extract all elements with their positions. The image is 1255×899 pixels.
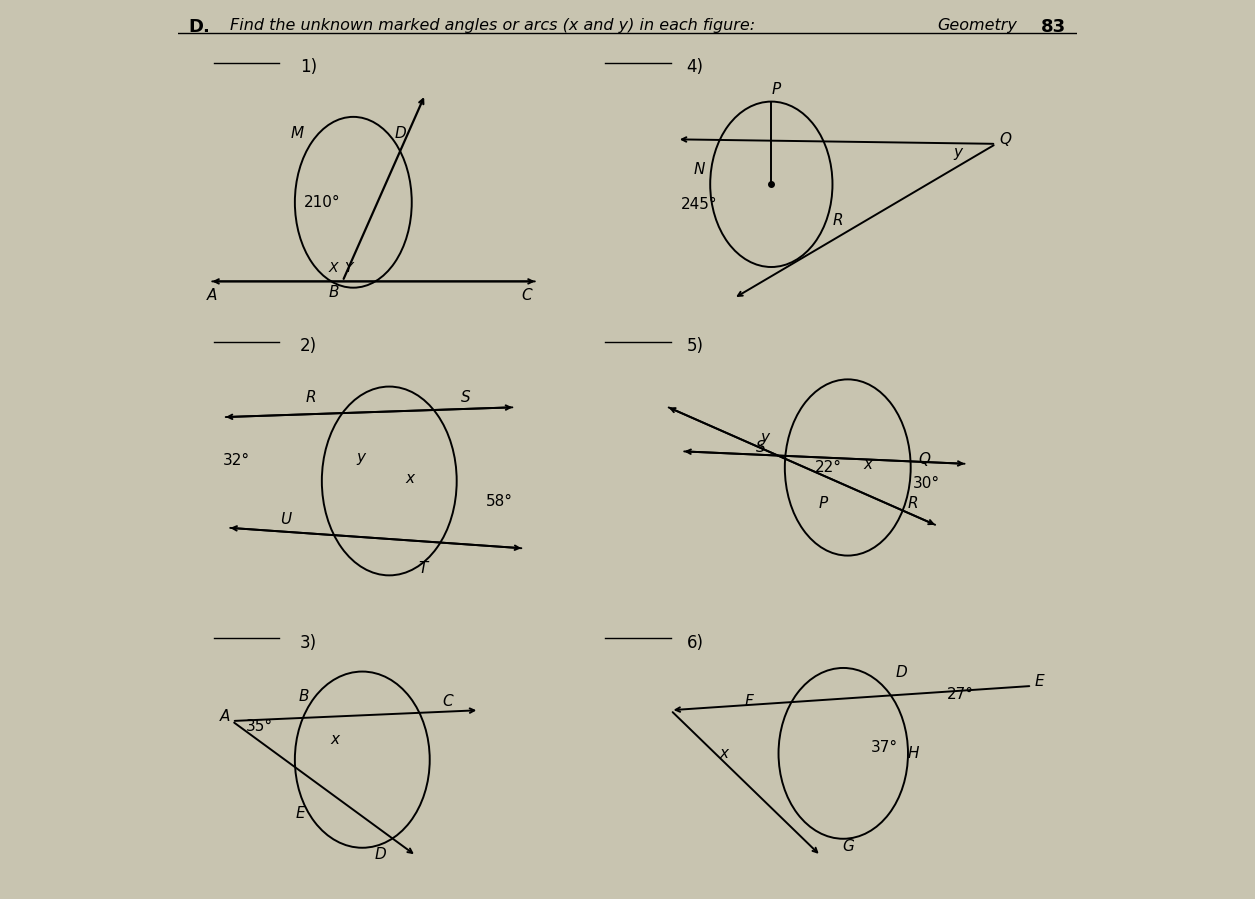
Text: x: x — [719, 746, 728, 761]
Text: B: B — [299, 690, 309, 704]
Text: R: R — [832, 213, 843, 227]
Text: X: X — [329, 261, 339, 275]
Text: B: B — [329, 285, 339, 299]
Text: y: y — [954, 146, 963, 160]
Text: 210°: 210° — [304, 195, 340, 209]
Text: Geometry: Geometry — [937, 18, 1018, 33]
Text: F: F — [744, 694, 753, 708]
Text: 245°: 245° — [681, 198, 718, 212]
Text: Y: Y — [344, 261, 353, 275]
Text: 5): 5) — [686, 337, 703, 355]
Text: Find the unknown marked angles or arcs (x and y) in each figure:: Find the unknown marked angles or arcs (… — [230, 18, 756, 33]
Text: D: D — [896, 665, 907, 680]
Text: y: y — [356, 450, 365, 465]
Text: H: H — [907, 746, 919, 761]
Text: 58°: 58° — [487, 494, 513, 509]
Text: D.: D. — [188, 18, 211, 36]
Text: 6): 6) — [686, 634, 703, 652]
Text: 2): 2) — [300, 337, 318, 355]
Text: R: R — [909, 496, 919, 511]
Text: G: G — [842, 840, 853, 854]
Text: C: C — [442, 694, 453, 708]
Text: D: D — [395, 127, 407, 141]
Text: x: x — [863, 458, 872, 472]
Text: 27°: 27° — [946, 687, 974, 701]
Text: C: C — [522, 289, 532, 303]
Text: T: T — [419, 561, 428, 575]
Text: y: y — [761, 431, 769, 445]
Text: U: U — [280, 512, 291, 527]
Text: Q: Q — [999, 132, 1012, 147]
Text: D: D — [374, 847, 387, 861]
Text: S: S — [461, 390, 471, 405]
Text: 22°: 22° — [814, 460, 841, 475]
Text: 3): 3) — [300, 634, 318, 652]
Text: 30°: 30° — [912, 476, 940, 491]
Text: M: M — [290, 127, 304, 141]
Text: 37°: 37° — [871, 741, 899, 755]
Text: P: P — [772, 82, 781, 96]
Text: 4): 4) — [686, 58, 703, 76]
Text: E: E — [1034, 674, 1044, 689]
Text: P: P — [818, 496, 828, 511]
Text: 32°: 32° — [223, 453, 250, 467]
Text: R: R — [306, 390, 316, 405]
Text: 1): 1) — [300, 58, 318, 76]
Text: 83: 83 — [1042, 18, 1067, 36]
Text: S: S — [756, 441, 766, 455]
Text: 35°: 35° — [245, 719, 272, 734]
Text: A: A — [220, 709, 230, 724]
Text: x: x — [331, 733, 340, 747]
Text: E: E — [295, 806, 305, 821]
Text: x: x — [405, 471, 414, 485]
Text: Q: Q — [919, 452, 930, 467]
Text: N: N — [694, 163, 705, 177]
Text: A: A — [207, 289, 217, 303]
